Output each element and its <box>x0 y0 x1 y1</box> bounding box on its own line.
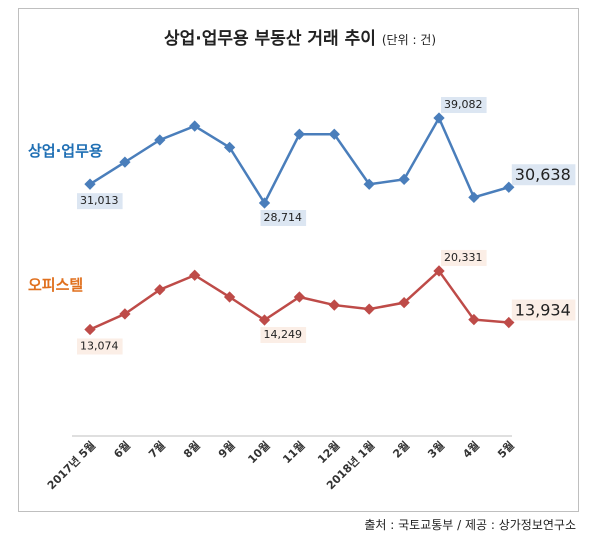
data-label-bg <box>77 193 123 210</box>
data-point <box>293 128 306 140</box>
series-label-officetel: 오피스텔 <box>28 276 83 294</box>
data-label-bg <box>511 299 576 321</box>
x-tick-label: 12월 <box>315 438 343 466</box>
data-label: 28,714 <box>264 211 303 224</box>
x-tick-label: 9월 <box>215 438 237 460</box>
data-point <box>154 284 166 296</box>
data-point <box>223 291 236 303</box>
data-point <box>189 120 201 132</box>
x-tick-label: 4월 <box>460 438 482 460</box>
data-point <box>433 112 445 124</box>
data-point <box>398 296 410 309</box>
data-point <box>154 134 166 146</box>
chart-frame <box>18 8 579 512</box>
data-label-bg <box>441 97 487 114</box>
data-label-bg <box>441 249 487 266</box>
data-label: 13,074 <box>80 339 119 352</box>
data-label: 39,082 <box>444 98 483 111</box>
data-point <box>258 197 271 209</box>
data-point <box>328 299 340 311</box>
data-point <box>258 314 271 326</box>
data-point <box>503 316 515 329</box>
data-label: 31,013 <box>80 194 119 207</box>
x-tick-label: 2월 <box>390 438 412 460</box>
data-point <box>363 303 375 315</box>
data-point <box>468 313 480 326</box>
data-point <box>503 181 515 193</box>
data-point <box>398 173 410 186</box>
x-tick-label: 7월 <box>145 438 167 460</box>
series-label-commercial: 상업·업무용 <box>28 142 103 160</box>
x-tick-label: 10월 <box>245 438 273 466</box>
data-point <box>293 291 306 303</box>
data-point <box>363 178 375 190</box>
data-label-bg <box>511 164 576 186</box>
x-tick-label: 3월 <box>425 438 447 460</box>
data-point <box>468 191 480 204</box>
data-label: 14,249 <box>264 328 303 341</box>
data-label-bg <box>77 338 123 355</box>
source-note: 출처 : 국토교통부 / 제공 : 상가정보연구소 <box>364 518 576 532</box>
data-point <box>433 265 445 277</box>
data-label-bg <box>260 327 307 343</box>
x-tick-label: 5월 <box>494 438 516 460</box>
data-point <box>223 141 236 154</box>
x-tick-label: 11월 <box>280 438 308 466</box>
data-label-bg <box>260 210 307 226</box>
x-tick-label: 8월 <box>180 438 202 460</box>
data-point <box>189 269 201 281</box>
x-tick-label: 2017년 5월 <box>44 438 98 492</box>
data-point <box>328 128 340 140</box>
data-label: 30,638 <box>515 165 571 184</box>
x-tick-label: 6월 <box>111 438 133 460</box>
data-label: 13,934 <box>515 301 571 320</box>
data-label: 20,331 <box>444 251 483 264</box>
chart-title: 상업·업무용 부동산 거래 추이 (단위 : 건) <box>164 29 436 49</box>
data-point <box>84 323 96 336</box>
